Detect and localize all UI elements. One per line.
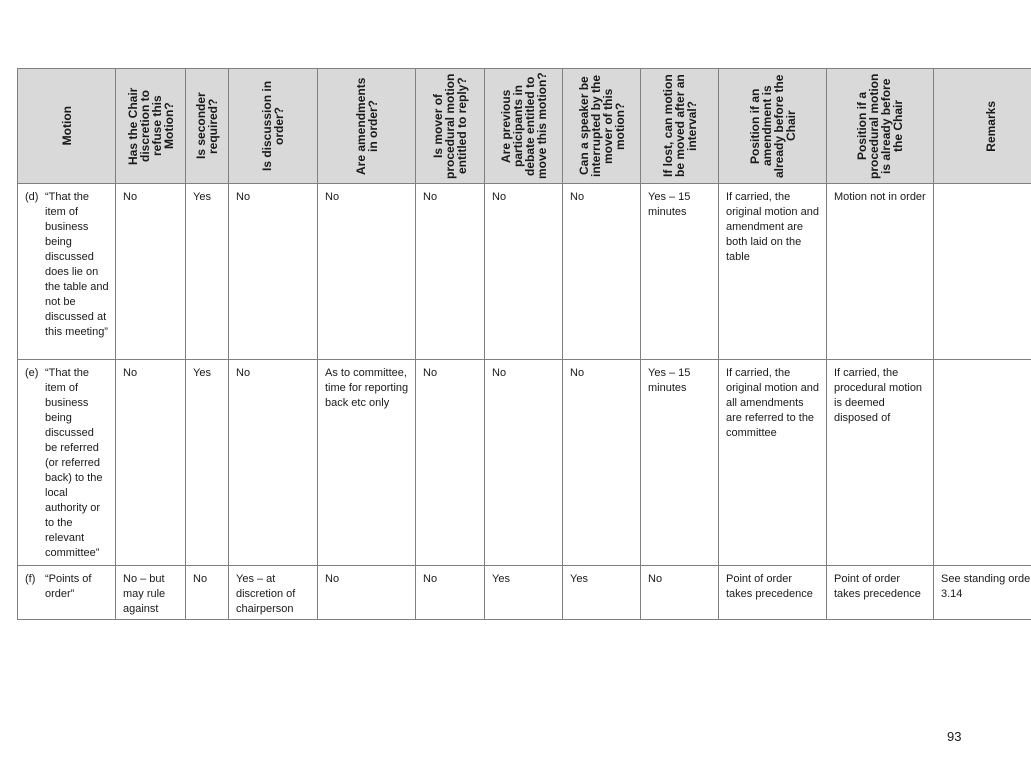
table-cell: No	[228, 183, 318, 360]
header-previous-participants: Are previous participants in debate enti…	[484, 68, 563, 184]
header-chair-discretion: Has the Chair discretion to refuse this …	[115, 68, 186, 184]
table-cell: If carried, the procedural motion is dee…	[826, 359, 934, 566]
table-cell: No	[562, 359, 641, 566]
motion-text: “Points of order”	[45, 573, 92, 600]
procedural-motions-table: Motion Has the Chair discretion to refus…	[17, 68, 1031, 620]
table-cell: Yes	[185, 183, 229, 360]
table-cell: No	[415, 183, 485, 360]
header-mover-reply: Is mover of procedural motion entitled t…	[415, 68, 485, 184]
motion-cell: (e) “That the item of business being dis…	[17, 359, 116, 566]
motion-cell: (f) “Points of order”	[17, 565, 116, 620]
header-amendment-before-chair: Position if an amendment is already befo…	[718, 68, 827, 184]
table-cell: No – but may rule against	[115, 565, 186, 620]
table-cell: Point of order takes precedence	[826, 565, 934, 620]
header-speaker-interrupted: Can a speaker be interrupted by the move…	[562, 68, 641, 184]
table-cell: Yes	[562, 565, 641, 620]
table-cell: No	[415, 359, 485, 566]
motion-text: “That the item of business being discuss…	[45, 191, 109, 338]
table-cell: No	[484, 183, 563, 360]
table-cell	[933, 359, 1031, 566]
table-cell: No	[228, 359, 318, 566]
table-cell: Point of order takes precedence	[718, 565, 827, 620]
table-cell: No	[185, 565, 229, 620]
header-motion: Motion	[17, 68, 116, 184]
table-cell: Yes – at discretion of chairperson	[228, 565, 318, 620]
table-cell: No	[415, 565, 485, 620]
motion-ref: (f)	[25, 573, 36, 585]
header-remarks: Remarks	[933, 68, 1031, 184]
table-cell: Yes	[484, 565, 563, 620]
table-cell: No	[115, 359, 186, 566]
table-cell: See standing order 3.14	[933, 565, 1031, 620]
table-cell: As to committee, time for reporting back…	[317, 359, 416, 566]
motion-cell: (d) “That the item of business being dis…	[17, 183, 116, 360]
table-cell: No	[562, 183, 641, 360]
table-row: (f) “Points of order” No – but may rule …	[17, 565, 1031, 620]
header-amendments-in-order: Are amendments in order?	[317, 68, 416, 184]
header-seconder-required: Is seconder required?	[185, 68, 229, 184]
table-cell	[933, 183, 1031, 360]
motion-ref: (e)	[25, 367, 39, 379]
header-moved-after-interval: If lost, can motion be moved after an in…	[640, 68, 719, 184]
table-cell: No	[317, 183, 416, 360]
table-header-row: Motion Has the Chair discretion to refus…	[17, 68, 1031, 184]
table-cell: No	[484, 359, 563, 566]
table-cell: Motion not in order	[826, 183, 934, 360]
motion-ref: (d)	[25, 191, 39, 203]
table-cell: No	[317, 565, 416, 620]
table-cell: Yes – 15 minutes	[640, 183, 719, 360]
table-cell: Yes	[185, 359, 229, 566]
table-cell: No	[115, 183, 186, 360]
header-procedural-before-chair: Position if a procedural motion is alrea…	[826, 68, 934, 184]
table-cell: No	[640, 565, 719, 620]
table-cell: Yes – 15 minutes	[640, 359, 719, 566]
motion-text: “That the item of business being discuss…	[45, 367, 103, 559]
page-number: 93	[947, 729, 962, 744]
table-row: (e) “That the item of business being dis…	[17, 359, 1031, 566]
table-cell: If carried, the original motion and amen…	[718, 183, 827, 360]
table-cell: If carried, the original motion and all …	[718, 359, 827, 566]
table-row: (d) “That the item of business being dis…	[17, 183, 1031, 360]
header-discussion-in-order: Is discussion in order?	[228, 68, 318, 184]
